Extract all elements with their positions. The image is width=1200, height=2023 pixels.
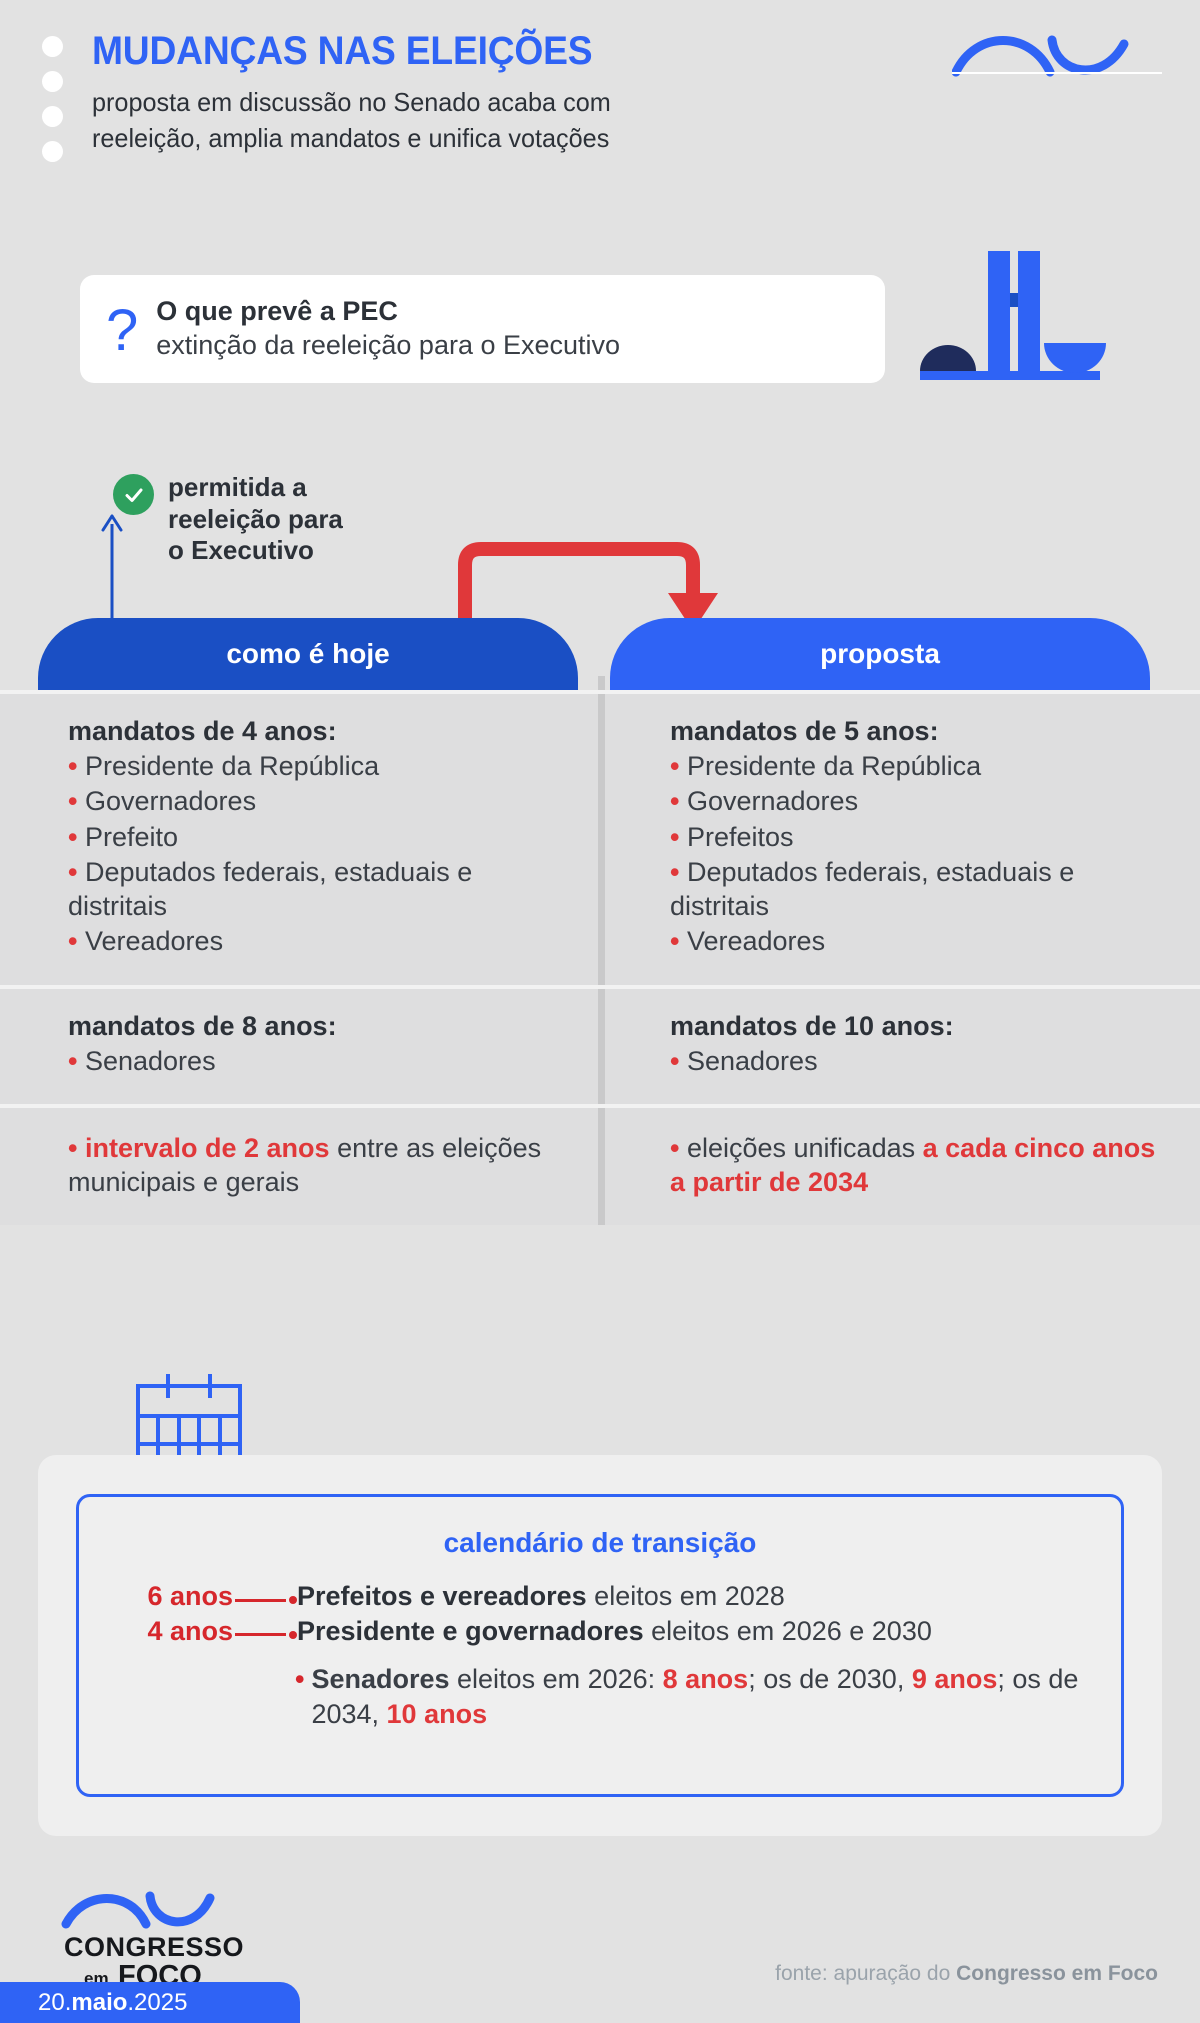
reelection-allowed-callout: permitida a reeleição para o Executivo [113, 472, 343, 567]
pec-card: ? O que prevê a PEC extinção da reeleiçã… [80, 275, 885, 383]
cell-proposta-mandatos-10: mandatos de 10 anos: • Senadores [600, 989, 1200, 1104]
table-row: • intervalo de 2 anos entre as eleições … [0, 1104, 1200, 1225]
list-item: • Presidente da República [68, 751, 380, 781]
column-header-proposta: proposta [610, 618, 1150, 690]
page-subtitle: proposta em discussão no Senado acaba co… [92, 85, 611, 157]
calendar-title: calendário de transição [443, 1527, 757, 1558]
calendar-senators-text: Senadores eleitos em 2026: 8 anos; os de… [311, 1664, 1079, 1730]
column-divider [598, 676, 605, 1226]
svg-text:CONGRESSO: CONGRESSO [64, 1932, 244, 1962]
calendar-outer-panel [38, 1455, 1162, 1836]
cell-title: mandatos de 8 anos: [68, 1010, 337, 1041]
date-day: 20. [38, 1988, 72, 2016]
transition-calendar-box: calendário de transição 6 anos Prefeitos… [76, 1494, 1124, 1797]
bullet-icon: • [295, 1664, 305, 1695]
cell-title: mandatos de 10 anos: [670, 1010, 954, 1041]
list-item: • intervalo de 2 anos entre as eleições … [68, 1133, 542, 1197]
header-dots [42, 36, 63, 162]
callout-line-3: o Executivo [168, 535, 314, 566]
header-dot [42, 36, 63, 57]
source-strong: Congresso em Foco [956, 1962, 1158, 1985]
list-item: • Presidente da República [670, 751, 982, 781]
arrow-connector-icon [235, 1596, 297, 1604]
cell-title: mandatos de 4 anos: [68, 716, 337, 746]
source-prefix: fonte: apuração do [775, 1962, 957, 1985]
up-arrow-icon [101, 514, 123, 628]
table-row: mandatos de 8 anos: • Senadores mandatos… [0, 984, 1200, 1104]
calendar-years: 6 anos [147, 1581, 233, 1611]
calendar-years: 4 anos [147, 1615, 233, 1646]
calendar-line: 6 anos Prefeitos e vereadores eleitos em… [115, 1579, 1085, 1614]
question-mark-icon: ? [106, 297, 139, 363]
column-header-como-e-hoje: como é hoje [38, 618, 578, 690]
arrow-connector-icon [235, 1630, 297, 1639]
page-title: MUDANÇAS NAS ELEIÇÕES [92, 29, 593, 73]
comparison-table: como é hoje proposta mandatos de 4 anos:… [0, 618, 1200, 1226]
header-dot [42, 106, 63, 127]
list-item: • Deputados federais, estaduais e distri… [68, 857, 473, 921]
date-year: .2025 [127, 1988, 188, 2016]
list-item: • Governadores [68, 786, 257, 817]
subtitle-line-2: reeleição, amplia mandatos e unifica vot… [92, 122, 610, 153]
header-dot [42, 71, 63, 92]
header-dot [42, 141, 63, 162]
list-item: • Prefeitos [670, 821, 794, 852]
calendar-text: Prefeitos e vereadores eleitos em 2028 [297, 1581, 785, 1611]
callout-line-2: reeleição para [168, 503, 343, 534]
comparison-body: mandatos de 4 anos: • Presidente da Repú… [0, 676, 1200, 1226]
curved-red-arrow-icon [458, 542, 718, 640]
subtitle-line-1: proposta em discussão no Senado acaba co… [92, 87, 611, 117]
calendar-text: Presidente e governadores eleitos em 202… [297, 1615, 932, 1646]
date-month: maio [71, 1988, 128, 2016]
list-item: • Vereadores [68, 926, 224, 957]
wave-logo-icon [952, 35, 1162, 77]
callout-line-1: permitida a [168, 472, 307, 502]
pec-texts: O que prevê a PEC extinção da reeleição … [156, 295, 620, 364]
list-item: • Governadores [670, 786, 859, 817]
pec-description: extinção da reeleição para o Executivo [156, 330, 621, 361]
cell-proposta-mandatos-5: mandatos de 5 anos: • Presidente da Repú… [600, 694, 1200, 985]
table-row: mandatos de 4 anos: • Presidente da Repú… [0, 690, 1200, 985]
list-item: • eleições unificadas a cada cinco anos … [670, 1133, 1156, 1197]
comparison-header-row: como é hoje proposta [0, 618, 1200, 690]
callout-label: permitida a reeleição para o Executivo [168, 472, 343, 567]
green-check-icon [113, 474, 154, 515]
cell-hoje-mandatos-8: mandatos de 8 anos: • Senadores [0, 989, 600, 1104]
date-badge: 20. maio .2025 [0, 1982, 300, 2023]
pec-title: O que prevê a PEC [156, 295, 398, 326]
calendar-line: 4 anos Presidente e governadores eleitos… [115, 1614, 1085, 1649]
list-item: • Prefeito [68, 821, 179, 852]
list-item: • Deputados federais, estaduais e distri… [670, 857, 1075, 921]
cell-hoje-mandatos-4: mandatos de 4 anos: • Presidente da Repú… [0, 694, 600, 985]
cell-proposta-unificadas: • eleições unificadas a cada cinco anos … [600, 1108, 1200, 1225]
source-credit: fonte: apuração do Congresso em Foco [775, 1962, 1158, 1986]
cell-title: mandatos de 5 anos: [670, 716, 939, 746]
congresso-em-foco-wave-icon: CONGRESSO em FOCO [61, 1891, 244, 1989]
calendar-senators-line: • Senadores eleitos em 2026: 8 anos; os … [115, 1662, 1085, 1732]
header: MUDANÇAS NAS ELEIÇÕES proposta em discus… [0, 0, 1200, 185]
list-item: • Senadores [68, 1045, 216, 1076]
national-congress-building-icon [920, 251, 1106, 380]
list-item: • Vereadores [670, 926, 826, 957]
list-item: • Senadores [670, 1045, 818, 1076]
cell-hoje-intervalo: • intervalo de 2 anos entre as eleições … [0, 1108, 600, 1225]
